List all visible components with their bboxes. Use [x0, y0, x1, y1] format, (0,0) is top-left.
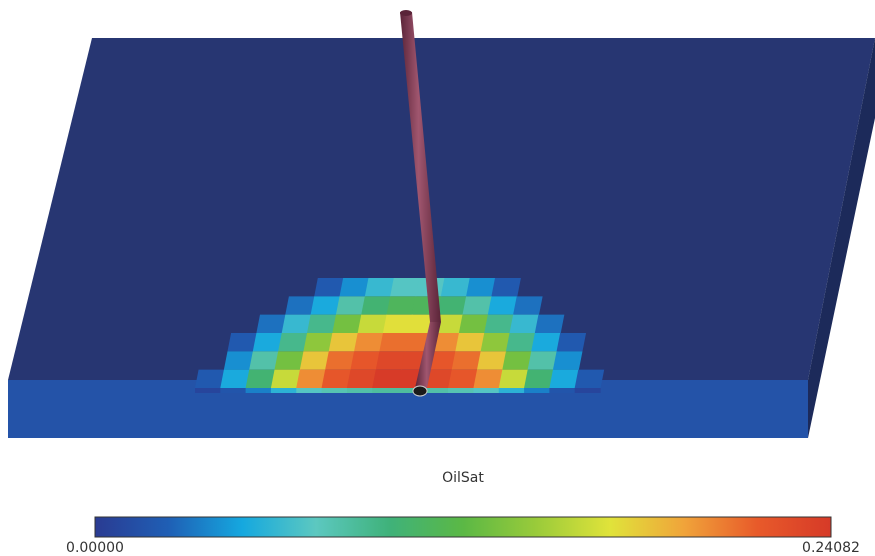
saturation-cell [433, 314, 464, 333]
front-edge-cell [346, 388, 373, 393]
saturation-cell [382, 314, 413, 333]
legend-min-label: 0.00000 [66, 540, 124, 556]
reservoir-model [8, 38, 875, 438]
legend-colorbar [94, 516, 832, 538]
saturation-cell [354, 333, 384, 352]
front-edge-cell [270, 388, 297, 393]
saturation-cell [307, 314, 337, 333]
saturation-cell [448, 369, 478, 388]
saturation-cell [375, 351, 406, 370]
saturation-cell [437, 296, 467, 315]
saturation-cell [274, 351, 305, 370]
saturation-cell [527, 351, 558, 370]
saturation-cell [386, 296, 417, 315]
saturation-cell [361, 296, 391, 315]
saturation-cell [455, 333, 485, 352]
front-edge-cell [296, 388, 323, 393]
legend-max-label: 0.24082 [802, 540, 860, 556]
saturation-cell [372, 369, 402, 388]
front-edge-cell [245, 388, 272, 393]
saturation-cell [451, 351, 482, 370]
reservoir-front-face [8, 380, 808, 438]
reservoir-top-face [8, 38, 875, 380]
saturation-cell [509, 314, 540, 333]
saturation-cell [505, 333, 536, 352]
saturation-cell [321, 369, 352, 388]
saturation-cell [357, 314, 388, 333]
front-edge-cell [195, 388, 221, 393]
saturation-cell [422, 369, 453, 388]
saturation-cell [314, 278, 344, 297]
saturation-cell [498, 369, 529, 388]
legend-title: OilSat [442, 470, 484, 486]
saturation-cell [256, 314, 286, 333]
color-legend: OilSat 0.00000 0.24082 [66, 470, 860, 556]
well-vertical-section [400, 12, 441, 322]
saturation-cell [502, 351, 532, 370]
saturation-cell [223, 351, 254, 370]
front-edge-cell [574, 388, 601, 393]
saturation-cell [346, 369, 377, 388]
saturation-cell [339, 278, 370, 297]
saturation-cell [350, 351, 380, 370]
saturation-cell [574, 369, 605, 388]
front-edge-cell [422, 388, 449, 393]
saturation-cell [278, 333, 308, 352]
saturation-cell [310, 296, 341, 315]
front-edge-cell [498, 388, 525, 393]
front-edge-cell [473, 388, 500, 393]
saturation-cell [249, 351, 279, 370]
saturation-cell [303, 333, 333, 352]
saturation-cell [245, 369, 276, 388]
saturation-cell [524, 369, 554, 388]
saturation-cell [325, 351, 355, 370]
saturation-cell [299, 351, 330, 370]
front-edge-cell [549, 388, 576, 393]
saturation-cell [466, 278, 496, 297]
saturation-cell [552, 351, 583, 370]
front-edge-cell [524, 388, 550, 393]
saturation-cell [379, 333, 409, 352]
saturation-cell [491, 278, 521, 297]
saturation-cell [296, 369, 326, 388]
saturation-cell [484, 314, 514, 333]
saturation-cell [332, 314, 362, 333]
saturation-cell [270, 369, 301, 388]
front-edge-cell [397, 388, 424, 393]
saturation-cell [480, 333, 511, 352]
saturation-cell [458, 314, 489, 333]
well-top-cap [400, 10, 412, 16]
well-trajectory[interactable] [400, 10, 441, 397]
saturation-cell [549, 369, 579, 388]
front-edge-cell [220, 388, 247, 393]
saturation-cell [335, 296, 366, 315]
well-bottom-endpoint [412, 385, 428, 397]
saturation-cell [477, 351, 507, 370]
saturation-cell [531, 333, 561, 352]
saturation-cell [487, 296, 518, 315]
saturation-cell [252, 333, 283, 352]
saturation-cell [556, 333, 587, 352]
saturation-cell [328, 333, 359, 352]
saturation-cell [195, 369, 225, 388]
well-deviated-section [415, 322, 441, 388]
saturation-cell [227, 333, 258, 352]
front-edge-cell [372, 388, 399, 393]
plume-front-edge [195, 388, 601, 393]
saturation-cell [281, 314, 312, 333]
reservoir-side-face [808, 38, 875, 438]
saturation-cell [534, 314, 565, 333]
front-edge-cell [321, 388, 348, 393]
saturation-cell [440, 278, 471, 297]
saturation-cell [364, 278, 395, 297]
saturation-cell [473, 369, 503, 388]
saturation-cell [285, 296, 315, 315]
front-edge-cell [448, 388, 474, 393]
saturation-cell [462, 296, 493, 315]
saturation-cell [220, 369, 250, 388]
saturation-cell [513, 296, 543, 315]
saturation-cell [390, 278, 420, 297]
